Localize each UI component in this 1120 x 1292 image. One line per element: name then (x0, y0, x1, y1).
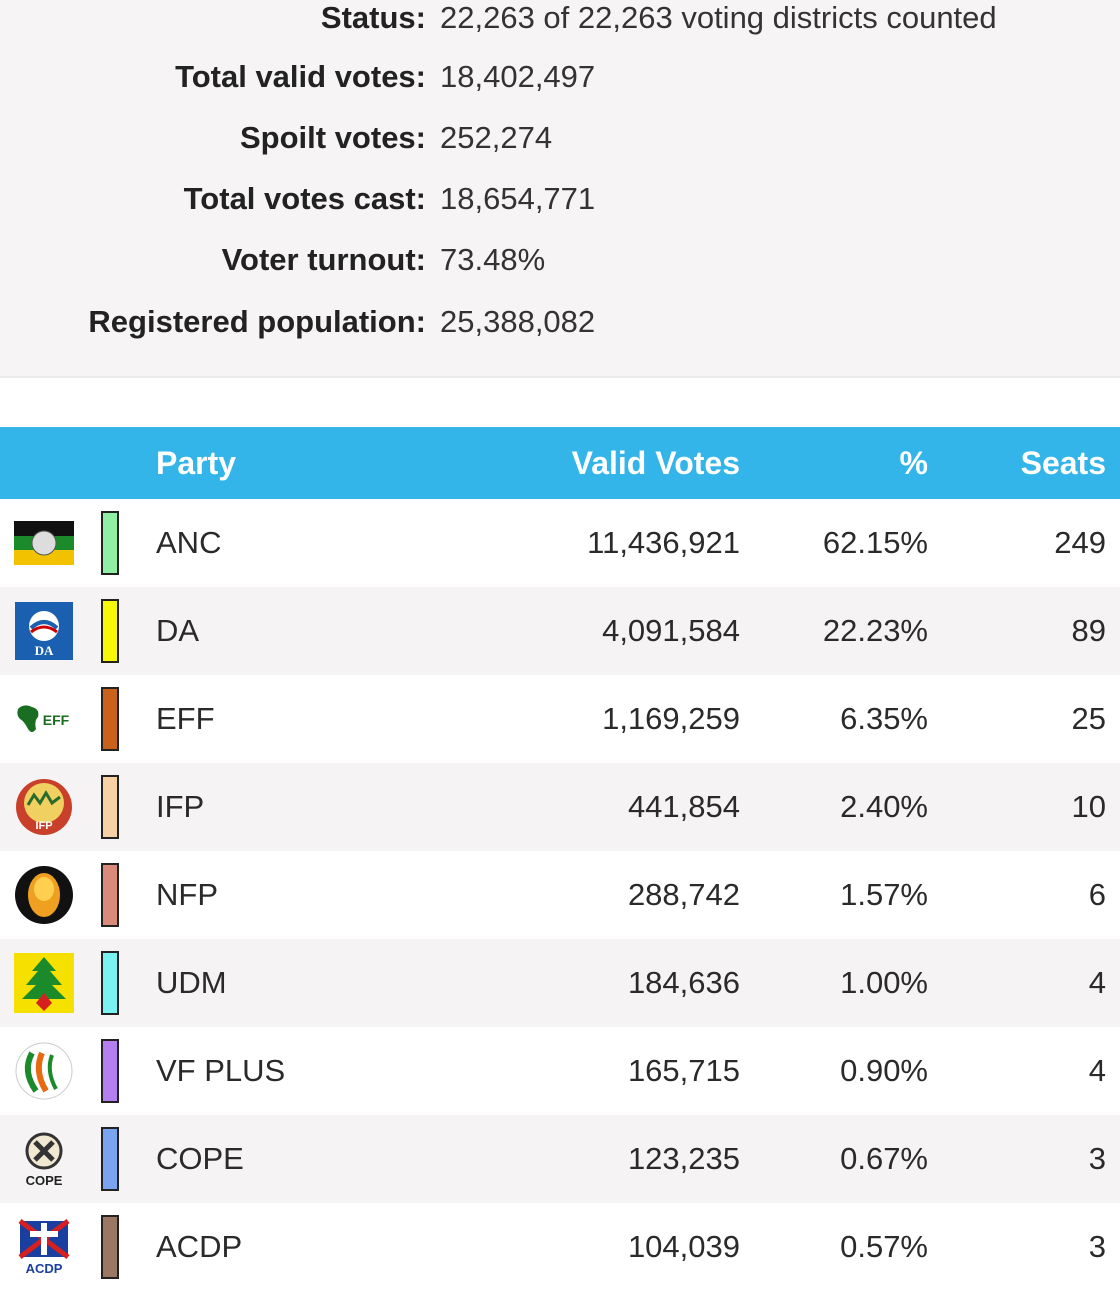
table-row: COPE COPE 123,235 0.67% 3 (0, 1115, 1120, 1203)
election-summary: Status: 22,263 of 22,263 voting district… (0, 0, 1120, 378)
party-color-swatch (101, 775, 119, 839)
party-name: UDM (156, 965, 227, 1000)
svg-text:DA: DA (35, 643, 54, 658)
party-color-swatch (101, 1127, 119, 1191)
status-label: Status: (320, 0, 426, 35)
party-name: VF PLUS (156, 1053, 286, 1088)
valid-votes: 4,091,584 (602, 613, 740, 648)
party-color-swatch (101, 863, 119, 927)
seats: 10 (1071, 789, 1106, 824)
spoilt-votes-value: 252,274 (440, 120, 553, 155)
registered-value: 25,388,082 (440, 304, 596, 339)
valid-votes: 104,039 (627, 1229, 740, 1264)
status-row: Status: 22,263 of 22,263 voting district… (0, 0, 1120, 38)
valid-votes-value: 18,402,497 (440, 59, 596, 94)
vote-percent: 0.57% (840, 1229, 928, 1264)
spoilt-votes-row: Spoilt votes: 252,274 (0, 118, 1120, 158)
table-row: ANC 11,436,921 62.15% 249 (0, 499, 1120, 587)
turnout-label: Voter turnout: (221, 242, 426, 277)
vf-plus-logo-icon (14, 1041, 74, 1101)
anc-logo-icon (14, 513, 74, 573)
party-name: ACDP (156, 1229, 243, 1264)
party-color-swatch (101, 1039, 119, 1103)
seats: 3 (1088, 1229, 1106, 1264)
acdp-logo-icon: ACDP (14, 1217, 74, 1277)
party-name: IFP (156, 789, 205, 824)
seats: 25 (1071, 701, 1106, 736)
vote-percent: 0.90% (840, 1053, 928, 1088)
vote-percent: 6.35% (840, 701, 928, 736)
spoilt-votes-label: Spoilt votes: (239, 120, 426, 155)
party-color-swatch (101, 951, 119, 1015)
table-row: VF PLUS 165,715 0.90% 4 (0, 1027, 1120, 1115)
udm-logo-icon (14, 953, 74, 1013)
seats: 249 (1054, 525, 1106, 560)
valid-votes: 288,742 (627, 877, 740, 912)
valid-votes: 123,235 (627, 1141, 740, 1176)
party-color-swatch (101, 599, 119, 663)
svg-text:ACDP: ACDP (26, 1261, 63, 1276)
party-name: NFP (156, 877, 218, 912)
vote-percent: 1.00% (840, 965, 928, 1000)
table-row: IFP IFP 441,854 2.40% 10 (0, 763, 1120, 851)
svg-text:EFF: EFF (43, 712, 70, 728)
votes-cast-label: Total votes cast: (183, 181, 426, 216)
vote-percent: 22.23% (822, 613, 928, 648)
valid-votes: 11,436,921 (587, 525, 740, 560)
registered-row: Registered population: 25,388,082 (0, 302, 1120, 342)
valid-votes: 1,169,259 (602, 701, 740, 736)
party-color-swatch (101, 687, 119, 751)
nfp-logo-icon (14, 865, 74, 925)
status-value: 22,263 of 22,263 voting districts counte… (440, 0, 997, 35)
party-color-swatch (101, 511, 119, 575)
seats-column-header: Seats (1020, 445, 1106, 481)
seats: 4 (1088, 1053, 1106, 1088)
valid-votes-label: Total valid votes: (175, 59, 426, 94)
party-name: ANC (156, 525, 222, 560)
eff-logo-icon: EFF (14, 689, 74, 749)
party-name: COPE (156, 1141, 244, 1176)
da-logo-icon: DA (14, 601, 74, 661)
table-row: EFF EFF 1,169,259 6.35% 25 (0, 675, 1120, 763)
turnout-row: Voter turnout: 73.48% (0, 240, 1120, 280)
table-row: UDM 184,636 1.00% 4 (0, 939, 1120, 1027)
valid-votes: 184,636 (627, 965, 740, 1000)
table-row: ACDP ACDP 104,039 0.57% 3 (0, 1203, 1120, 1291)
votes-cast-row: Total votes cast: 18,654,771 (0, 179, 1120, 219)
party-name: EFF (156, 701, 215, 736)
ifp-logo-icon: IFP (14, 777, 74, 837)
vote-percent: 1.57% (840, 877, 928, 912)
table-row: DA DA 4,091,584 22.23% 89 (0, 587, 1120, 675)
results-table-header: Party Valid Votes % Seats (0, 427, 1120, 499)
party-name: DA (156, 613, 200, 648)
valid-votes-row: Total valid votes: 18,402,497 (0, 57, 1120, 97)
party-color-swatch (101, 1215, 119, 1279)
seats: 4 (1088, 965, 1106, 1000)
cope-logo-icon: COPE (14, 1129, 74, 1189)
vote-percent: 0.67% (840, 1141, 928, 1176)
seats: 3 (1088, 1141, 1106, 1176)
vote-percent: 2.40% (840, 789, 928, 824)
percent-column-header: % (899, 445, 928, 481)
registered-label: Registered population: (88, 304, 426, 339)
seats: 6 (1088, 877, 1106, 912)
valid-votes: 165,715 (627, 1053, 740, 1088)
svg-text:COPE: COPE (26, 1173, 63, 1188)
party-column-header: Party (156, 445, 237, 481)
table-row: NFP 288,742 1.57% 6 (0, 851, 1120, 939)
votes-column-header: Valid Votes (571, 445, 740, 481)
valid-votes: 441,854 (627, 789, 740, 824)
seats: 89 (1071, 613, 1106, 648)
svg-text:IFP: IFP (35, 820, 52, 832)
votes-cast-value: 18,654,771 (440, 181, 596, 216)
vote-percent: 62.15% (822, 525, 928, 560)
turnout-value: 73.48% (440, 242, 546, 277)
